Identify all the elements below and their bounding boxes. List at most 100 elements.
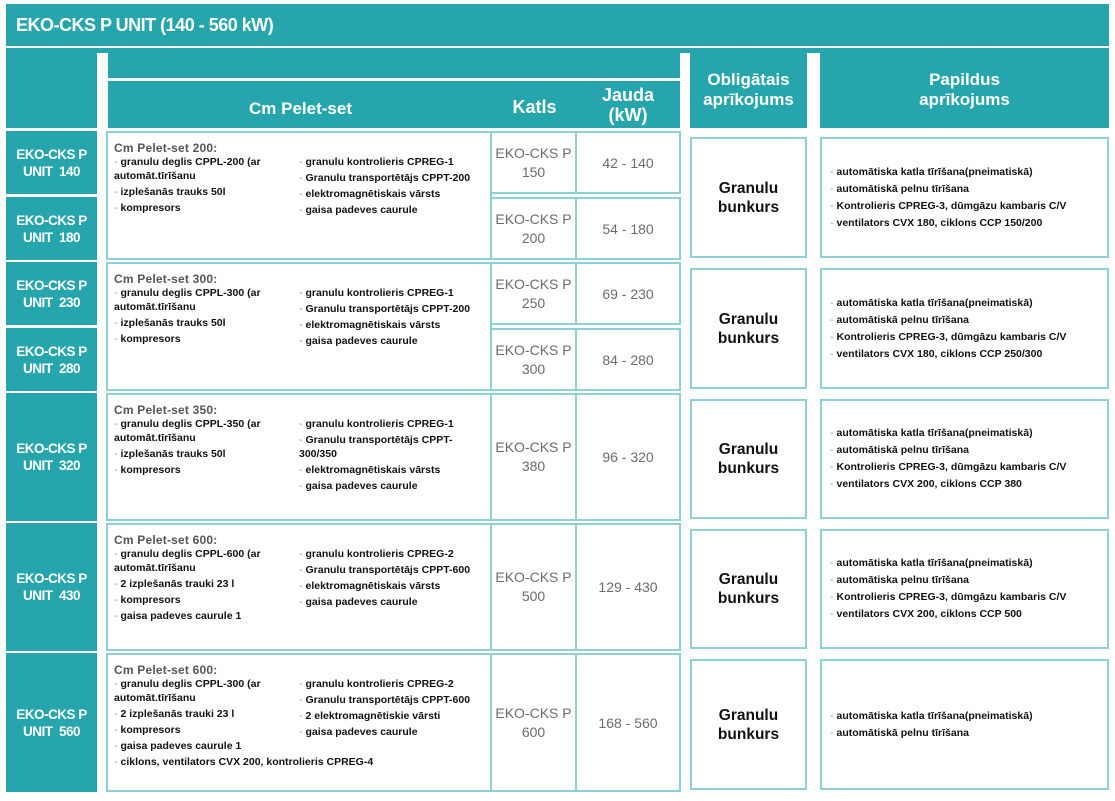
list-item: - granulu deglis CPPL-350 (ar automāt.tīr… — [114, 417, 299, 445]
list-item: - izplešanās trauks 50l — [114, 447, 299, 461]
list-item: -2 elektromagnētiskie vārsti — [299, 709, 484, 723]
item-text: Kontrolieris CPREG-3, dūmgāzu kambaris C… — [836, 461, 1067, 473]
header-papildus-line2: aprīkojums — [919, 90, 1010, 109]
katls-size: 250 — [521, 294, 546, 311]
item-text: elektromagnētiskais vārsts — [305, 319, 441, 331]
item-text: automātiska katla tīrīšana(pneimatiskā) — [836, 557, 1033, 569]
item-text: granulu kontrolieris CPREG-1 — [305, 156, 454, 168]
dash-icon: - — [830, 330, 834, 343]
dash-icon: - — [830, 427, 834, 439]
dash-icon: - — [114, 317, 118, 329]
dash-icon: - — [299, 726, 303, 738]
list-item: - granulu deglis CPPL-300 (ar automāt.tīr… — [114, 286, 299, 314]
obligatais-line1: Granulu — [718, 571, 779, 588]
item-text: gaisa padeves caurule — [305, 480, 418, 492]
dash-icon: - — [299, 172, 303, 184]
unit-label-line2: UNIT 280 — [22, 360, 81, 376]
header-obligatais-line1: Obligātais — [707, 70, 790, 89]
dash-icon: - — [299, 596, 303, 608]
katls-size: 200 — [521, 229, 546, 246]
list-item: - kompresors — [114, 332, 299, 346]
list-item: - ventilators CVX 180, ciklons CCP 150/20… — [830, 217, 1107, 230]
item-text: Granulu transportētājs CPPT-200 — [305, 303, 471, 315]
dash-icon: - — [299, 678, 303, 690]
jauda-cell: 129 - 430 — [575, 523, 681, 651]
item-text: 2 elektromagnētiskie vārsti — [305, 710, 441, 722]
item-text: Granulu transportētājs CPPT-200 — [305, 172, 471, 184]
dash-icon: - — [114, 678, 118, 690]
list-item: - Kontrolieris CPREG-3, dūmgāzu kambaris … — [830, 200, 1107, 213]
dash-icon: - — [830, 444, 834, 456]
unit-label-line2: UNIT 560 — [22, 723, 81, 739]
item-text: 2 izplešanās trauki 23 l — [120, 708, 235, 720]
item-text: ventilators CVX 200, ciklons CCP 380 — [836, 478, 1022, 490]
dash-icon: - — [114, 156, 118, 168]
item-text: izplešanās trauks 50l — [120, 317, 226, 329]
dash-icon: - — [299, 418, 303, 430]
list-item: -2 izplešanās trauki 23 l — [114, 707, 299, 721]
pelet-set-left-list: - granulu deglis CPPL-600 (ar automāt.tīr… — [114, 547, 299, 625]
dash-icon: - — [299, 480, 303, 492]
pelet-set-columns: - granulu deglis CPPL-300 (ar automāt.tīr… — [114, 677, 484, 755]
pelet-set-title: Cm Pelet-set 200: — [114, 141, 218, 155]
unit-label-line2: UNIT 180 — [22, 229, 81, 245]
papildus-cell: - automātiska katla tīrīšana(pneimatiskā)… — [820, 529, 1109, 649]
pelet-set-right-list: - granulu kontrolieris CPREG-1- Granulu tr… — [299, 417, 484, 495]
unit-label-cell: EKO-CKS P UNIT 180 — [6, 197, 97, 260]
item-text: kompresors — [120, 594, 181, 606]
obligatais-line1: Granulu — [718, 179, 779, 197]
pelet-set-columns: - granulu deglis CPPL-200 (ar automāt.tīr… — [114, 155, 484, 219]
dash-icon: - — [114, 548, 118, 560]
obligatais-line2: bunkurs — [717, 329, 780, 347]
unit-header-cell — [6, 50, 97, 128]
header-jauda-line2: (kW) — [608, 104, 648, 125]
katls-model: EKO-CKS P — [495, 341, 572, 358]
dash-icon: - — [114, 418, 118, 430]
header-papildus-line1: Papildus — [929, 70, 1000, 89]
list-item: - elektromagnētiskais vārsts — [299, 579, 484, 593]
unit-label-line1: EKO-CKS P — [16, 146, 87, 162]
list-item: - kompresors — [114, 201, 299, 215]
list-item: - Granulu transportētājs CPPT-300/350 — [299, 433, 484, 461]
unit-label-line1: EKO-CKS P — [16, 441, 87, 456]
list-item: - izplešanās trauks 50l — [114, 316, 299, 330]
list-item: - gaisa padeves caurule — [299, 203, 484, 217]
dash-icon: - — [114, 578, 118, 590]
list-item: - Granulu transportētājs CPPT-200 — [299, 171, 484, 185]
list-item: - granulu kontrolieris CPREG-2 — [299, 547, 484, 561]
jauda-cell: 168 - 560 — [575, 653, 681, 792]
obligatais-cell: Granulu bunkurs — [690, 659, 807, 790]
jauda-cell: 42 - 140 — [575, 131, 681, 194]
obligatais-line1: Granulu — [718, 310, 779, 328]
obligatais-cell: Granulu bunkurs — [690, 529, 807, 649]
dash-icon: - — [299, 548, 303, 560]
list-item: - ventilators CVX 200, ciklons CCP 500 — [830, 608, 1107, 621]
list-item: - automātiska katla tīrīšana(pneimatiskā) — [830, 297, 1107, 310]
katls-model: EKO-CKS P — [495, 704, 572, 721]
item-text: automātiska katla tīrīšana(pneimatiskā) — [836, 296, 1033, 309]
dash-icon: - — [299, 204, 303, 216]
dash-icon: - — [299, 319, 303, 331]
pelet-set-columns: - granulu deglis CPPL-350 (ar automāt.tīr… — [114, 417, 484, 495]
unit-label-line2: UNIT 430 — [22, 588, 81, 603]
jauda-value: 96 - 320 — [602, 449, 654, 465]
item-text: ventilators CVX 180, ciklons CCP 150/200 — [836, 216, 1043, 229]
list-item: - automātiska katla tīrīšana(pneimatiskā) — [830, 557, 1107, 570]
list-item: - automātiskā pelnu tīrīšana — [830, 727, 1107, 740]
item-text: ventilators CVX 180, ciklons CCP 250/300 — [836, 347, 1043, 360]
list-item: - gaisa padeves caurule 1 — [114, 739, 299, 753]
pelet-set-title: Cm Pelet-set 600: — [114, 663, 218, 677]
dash-icon: - — [830, 313, 834, 326]
header-jauda: Jauda (kW) — [576, 81, 680, 128]
dash-icon: - — [299, 303, 303, 315]
item-text: Granulu transportētājs CPPT-300/350 — [299, 434, 453, 460]
item-text: granulu deglis CPPL-200 (ar automāt.tīrī… — [114, 156, 261, 182]
obligatais-cell: Granulu bunkurs — [690, 268, 807, 389]
pelet-set-right-list: - granulu kontrolieris CPREG-2- Granulu tr… — [299, 677, 484, 755]
jauda-cell: 84 - 280 — [575, 328, 681, 391]
dash-icon: - — [830, 165, 834, 178]
item-text: granulu kontrolieris CPREG-2 — [305, 678, 454, 690]
pelet-set-right-list: - granulu kontrolieris CPREG-2- Granulu tr… — [299, 547, 484, 625]
item-text: granulu deglis CPPL-300 (ar automāt.tīrī… — [114, 287, 261, 313]
list-item: - automātiskā pelnu tīrīšana — [830, 183, 1107, 196]
